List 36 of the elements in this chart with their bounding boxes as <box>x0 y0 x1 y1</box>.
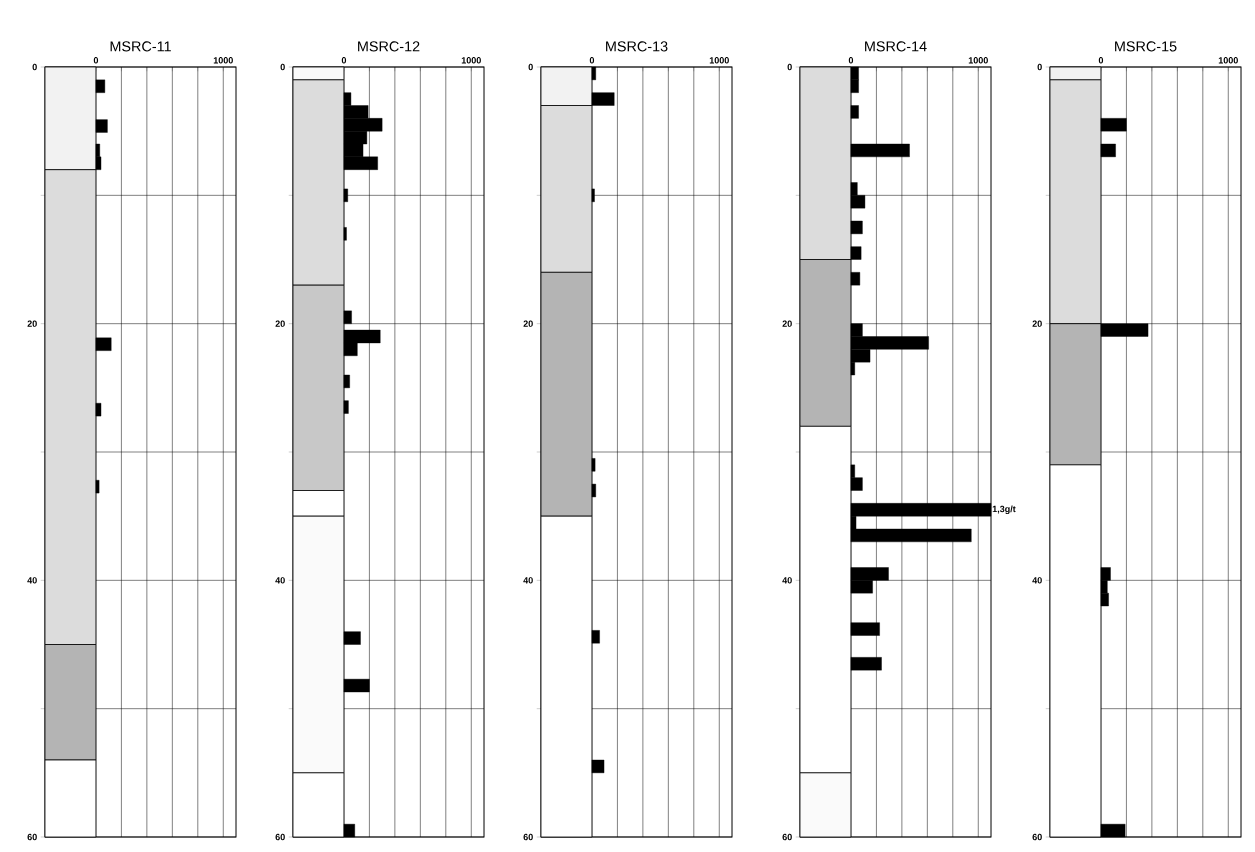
x-tick-label: 1000 <box>213 57 233 64</box>
chart-title: MSRC-14 <box>865 41 927 52</box>
x-tick-label: 1000 <box>709 57 729 64</box>
x-tick-label: 0 <box>589 57 595 64</box>
y-tick-label: 20 <box>782 320 792 327</box>
chart-title: MSRC-13 <box>606 41 668 52</box>
chart-title: MSRC-15 <box>1115 41 1177 52</box>
y-tick-label: 60 <box>1032 833 1042 841</box>
y-tick-label: 40 <box>275 577 285 584</box>
y-tick-label: 40 <box>523 577 533 584</box>
annotation: 1,3g/t <box>992 505 1016 514</box>
x-tick-label: 1000 <box>461 57 481 64</box>
y-tick-label: 0 <box>1037 63 1042 71</box>
x-tick-label: 1000 <box>968 57 988 64</box>
x-tick-label: 1000 <box>1218 57 1238 64</box>
y-tick-label: 40 <box>782 577 792 584</box>
y-tick-label: 0 <box>32 63 37 71</box>
y-tick-label: 40 <box>27 577 37 584</box>
x-tick-label: 0 <box>341 57 347 64</box>
y-tick-label: 40 <box>1032 577 1042 584</box>
y-tick-label: 0 <box>787 63 792 71</box>
y-tick-label: 20 <box>1032 320 1042 327</box>
chart-title: MSRC-12 <box>358 41 420 52</box>
chart-title: MSRC-11 <box>110 41 171 52</box>
y-tick-label: 0 <box>280 63 285 71</box>
y-tick-label: 20 <box>27 320 37 327</box>
y-tick-label: 20 <box>275 320 285 327</box>
x-tick-label: 0 <box>848 57 854 64</box>
y-tick-label: 20 <box>523 320 533 327</box>
x-tick-label: 0 <box>1098 57 1104 64</box>
y-tick-label: 60 <box>27 833 37 841</box>
y-tick-label: 60 <box>782 833 792 841</box>
y-tick-label: 0 <box>528 63 533 71</box>
y-tick-label: 60 <box>523 833 533 841</box>
y-tick-label: 60 <box>275 833 285 841</box>
x-tick-label: 0 <box>93 57 99 64</box>
